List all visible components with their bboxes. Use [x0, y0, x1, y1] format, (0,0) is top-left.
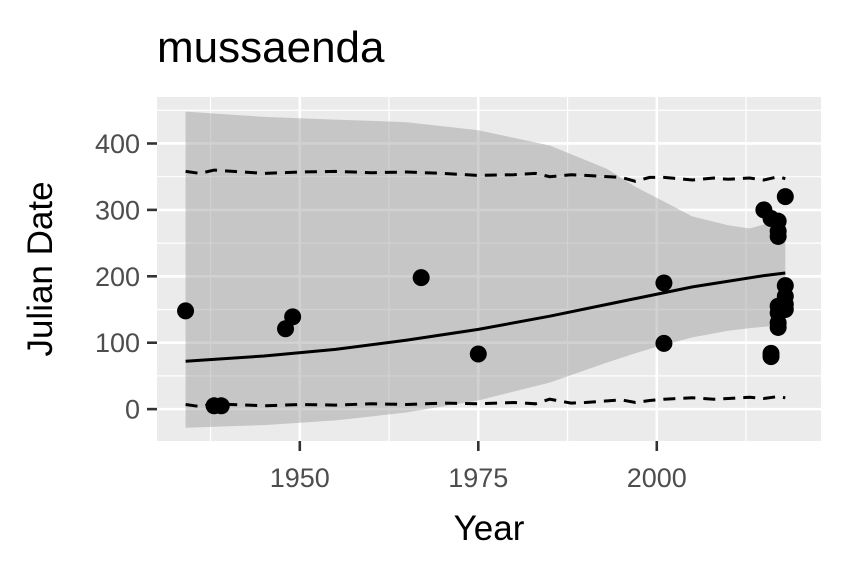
y-axis-title: Julian Date: [21, 181, 60, 356]
data-point: [212, 397, 230, 415]
data-point: [412, 269, 430, 287]
y-tick-label: 100: [95, 328, 140, 358]
y-tick-label: 300: [95, 195, 140, 225]
data-point: [769, 227, 787, 245]
y-tick-label: 200: [95, 262, 140, 292]
y-tick-label: 0: [125, 395, 140, 425]
fit-line: [185, 271, 786, 363]
points-layer: [177, 188, 794, 415]
y-axis: 0 100 200 300 400: [95, 129, 157, 425]
prediction-interval-layer: [185, 168, 786, 409]
x-axis: 1950 1975 2000: [270, 441, 687, 493]
data-point: [655, 274, 673, 292]
chart-title: mussaenda: [157, 23, 385, 72]
plot-panel: [157, 97, 821, 441]
x-tick-label: 2000: [627, 463, 687, 493]
x-tick-label: 1950: [270, 463, 330, 493]
data-point: [769, 318, 787, 336]
x-axis-title: Year: [454, 509, 525, 548]
data-point: [655, 334, 673, 352]
fit-line-layer: [185, 271, 786, 363]
data-point: [762, 348, 780, 366]
data-point: [284, 308, 302, 326]
grid-major: [157, 97, 821, 441]
x-tick-label: 1975: [448, 463, 508, 493]
grid-minor: [157, 97, 821, 441]
data-point: [776, 301, 794, 319]
y-tick-label: 400: [95, 129, 140, 159]
data-point: [469, 345, 487, 363]
data-point: [177, 302, 195, 320]
prediction-lower-line: [185, 394, 786, 409]
data-point: [776, 188, 794, 206]
prediction-upper-line: [185, 168, 786, 183]
